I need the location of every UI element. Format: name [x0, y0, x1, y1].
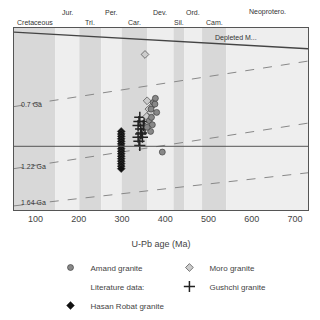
svg-text:Dev.: Dev.	[153, 9, 167, 16]
svg-text:Depleted M...: Depleted M...	[215, 34, 257, 42]
svg-text:Cretaceous: Cretaceous	[17, 19, 53, 26]
svg-text:100: 100	[28, 214, 43, 224]
svg-text:Per.: Per.	[105, 9, 118, 16]
svg-text:300: 300	[115, 214, 130, 224]
svg-text:700: 700	[288, 214, 303, 224]
svg-text:500: 500	[201, 214, 216, 224]
svg-text:Ord.: Ord.	[186, 9, 200, 16]
svg-text:Amand granite: Amand granite	[91, 264, 144, 273]
svg-text:0.7 Ga: 0.7 Ga	[21, 101, 42, 108]
svg-text:U-Pb age (Ma): U-Pb age (Ma)	[131, 239, 190, 249]
svg-text:400: 400	[158, 214, 173, 224]
svg-text:Car.: Car.	[128, 19, 141, 26]
svg-text:Literature data:: Literature data:	[91, 283, 145, 292]
svg-text:Cam.: Cam.	[206, 19, 223, 26]
svg-text:Sil.: Sil.	[174, 19, 184, 26]
svg-text:Hasan Robat granite: Hasan Robat granite	[91, 302, 165, 311]
svg-text:200: 200	[71, 214, 86, 224]
svg-text:1.22 Ga: 1.22 Ga	[21, 163, 46, 170]
svg-text:Tri.: Tri.	[85, 19, 95, 26]
svg-text:Neoprotero.: Neoprotero.	[249, 8, 286, 16]
svg-text:Moro granite: Moro granite	[209, 264, 254, 273]
svg-text:Jur.: Jur.	[62, 9, 73, 16]
svg-text:Gushchi granite: Gushchi granite	[209, 283, 266, 292]
svg-text:1.64 Ga: 1.64 Ga	[21, 199, 46, 206]
svg-text:600: 600	[244, 214, 259, 224]
